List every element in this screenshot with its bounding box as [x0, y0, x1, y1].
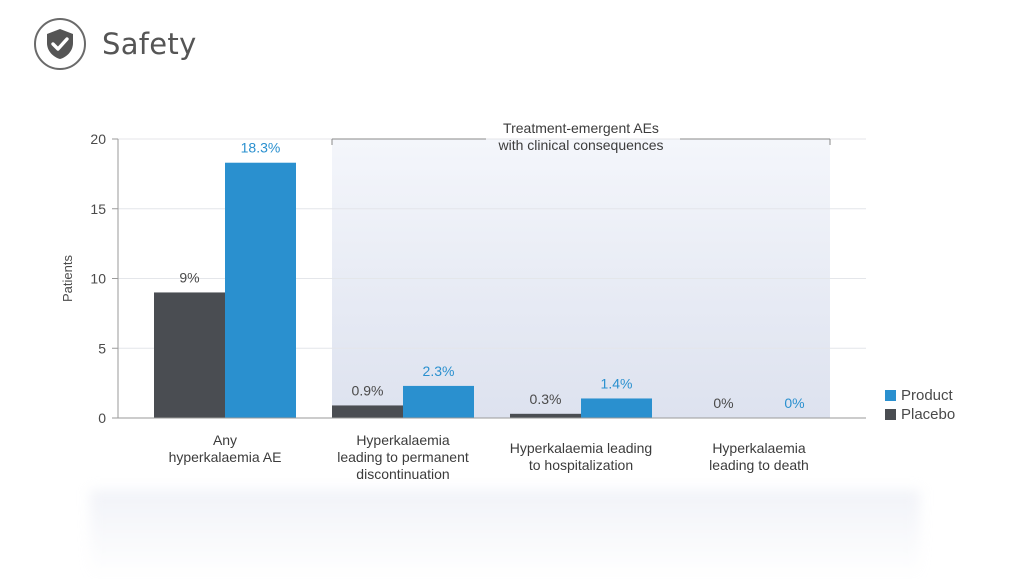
data-label-product-2: 1.4% [601, 375, 633, 391]
legend-item-product: Product [885, 386, 955, 405]
shield-check-icon [34, 18, 86, 70]
data-label-placebo-0: 9% [179, 269, 199, 285]
legend: Product Placebo [885, 386, 955, 424]
data-label-product-0: 18.3% [241, 140, 281, 156]
bar-placebo-1 [332, 405, 403, 418]
data-label-placebo-3: 0% [713, 395, 733, 411]
bar-product-1 [403, 385, 474, 418]
data-label-product-1: 2.3% [423, 363, 455, 379]
legend-label-product: Product [901, 387, 953, 404]
annotation-text: Treatment-emergent AEs with clinical cons… [498, 120, 664, 153]
bar-placebo-0 [154, 292, 225, 418]
x-category-label-1: Hyperkalaemia leading to permanent discont… [337, 432, 469, 482]
y-tick-label: 0 [98, 410, 106, 426]
x-category-label-2: Hyperkalaemia leading to hospitalization [510, 440, 652, 473]
bar-product-2 [581, 398, 652, 418]
y-tick-label: 10 [90, 271, 106, 287]
y-axis-label: Patients [60, 255, 75, 302]
y-tick-label: 15 [90, 201, 106, 217]
chart-reflection [90, 490, 920, 579]
data-label-placebo-1: 0.9% [352, 382, 384, 398]
bar-product-0 [225, 162, 296, 418]
data-label-placebo-2: 0.3% [530, 391, 562, 407]
legend-swatch-placebo [885, 409, 896, 420]
bar-placebo-2 [510, 413, 581, 418]
legend-item-placebo: Placebo [885, 405, 955, 424]
legend-swatch-product [885, 390, 896, 401]
page-title: Safety [102, 27, 197, 61]
y-tick-label: 20 [90, 131, 106, 147]
x-category-label-0: Any hyperkalaemia AE [169, 432, 282, 465]
page-header: Safety [34, 18, 197, 70]
y-tick-label: 5 [98, 340, 106, 356]
legend-label-placebo: Placebo [901, 406, 956, 423]
x-category-label-3: Hyperkalaemia leading to death [709, 440, 809, 473]
data-label-product-3: 0% [784, 395, 804, 411]
